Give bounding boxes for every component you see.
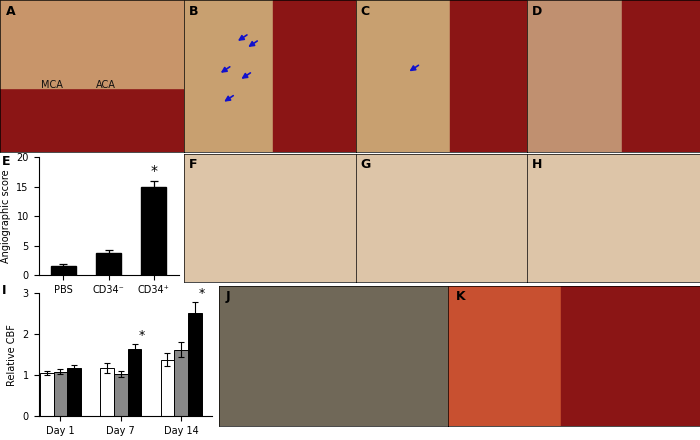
Y-axis label: Angiographic score: Angiographic score: [1, 169, 10, 263]
Bar: [54, 372, 67, 416]
Text: *: *: [139, 329, 144, 341]
Text: K: K: [456, 290, 466, 303]
Text: B: B: [189, 4, 199, 18]
Text: E: E: [2, 155, 10, 168]
Bar: [622, 0, 700, 152]
Text: G: G: [360, 158, 371, 171]
Bar: [127, 348, 141, 416]
Bar: [0, 0, 184, 88]
Bar: [40, 373, 54, 416]
Text: H: H: [532, 158, 542, 171]
Bar: [100, 368, 114, 416]
Bar: [450, 0, 527, 152]
Bar: [184, 0, 273, 152]
Text: C: C: [360, 4, 370, 18]
Bar: [51, 266, 76, 275]
Bar: [188, 313, 202, 416]
Bar: [527, 0, 622, 152]
Bar: [67, 368, 81, 416]
Bar: [273, 0, 356, 152]
Bar: [141, 187, 166, 275]
Bar: [96, 253, 121, 275]
Text: *: *: [199, 286, 205, 300]
Bar: [356, 0, 450, 152]
Y-axis label: Relative CBF: Relative CBF: [7, 324, 17, 385]
Text: D: D: [532, 4, 542, 18]
Text: *: *: [150, 164, 158, 178]
Bar: [0, 88, 184, 152]
Text: F: F: [189, 158, 197, 171]
Text: ACA: ACA: [96, 80, 116, 90]
Bar: [160, 359, 174, 416]
Text: I: I: [2, 284, 6, 297]
Bar: [174, 350, 188, 416]
Bar: [114, 374, 127, 416]
Bar: [561, 286, 700, 426]
Text: J: J: [226, 290, 230, 303]
Bar: [448, 286, 561, 426]
Text: MCA: MCA: [41, 80, 62, 90]
Text: A: A: [6, 4, 15, 18]
